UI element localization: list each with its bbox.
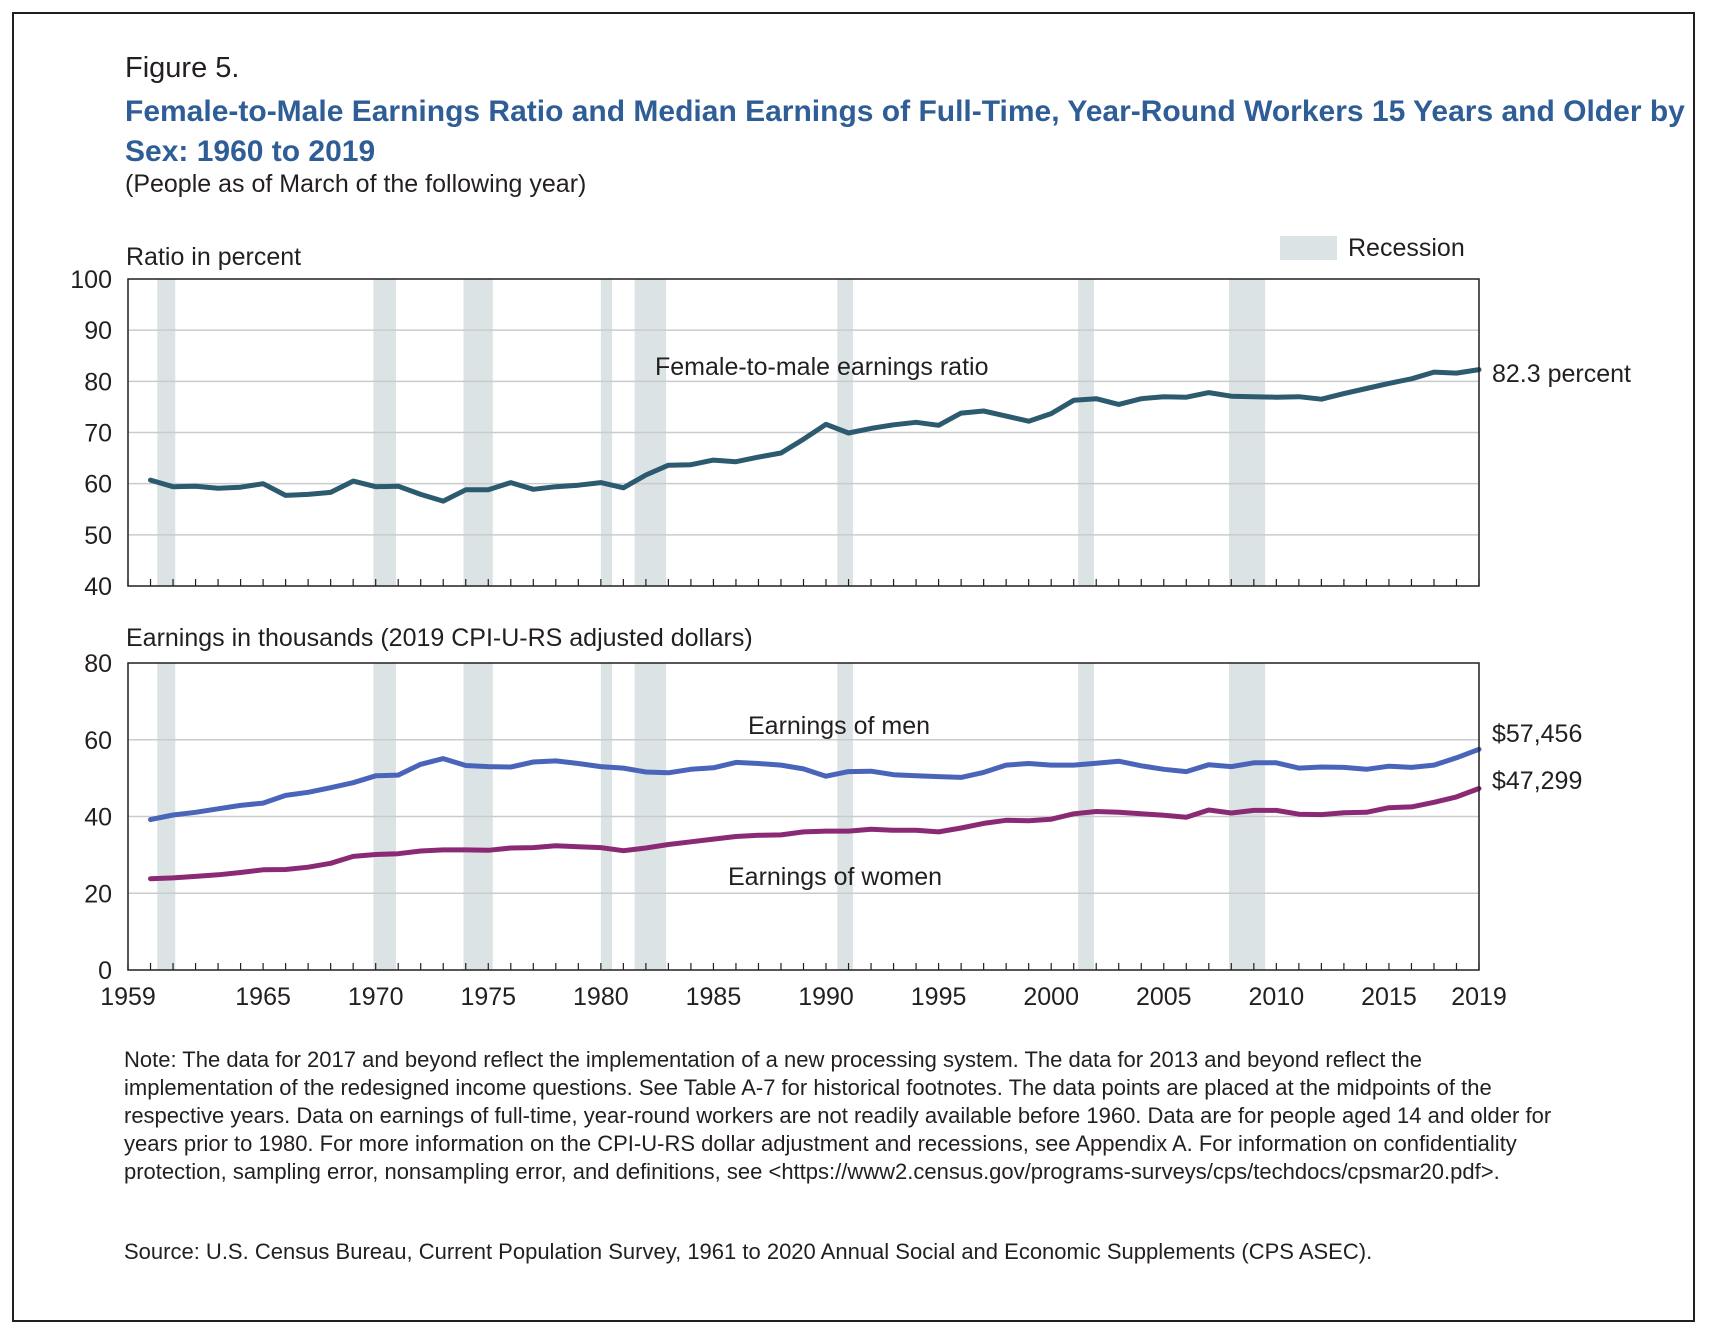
figure-source: Source: U.S. Census Bureau, Current Popu… (124, 1239, 1373, 1264)
x-tick-label: 1965 (235, 983, 291, 1011)
x-tick-label: 2005 (1136, 983, 1192, 1011)
ratio-end-label: 82.3 percent (1492, 360, 1631, 388)
x-tick-label: 1959 (100, 983, 156, 1011)
y-tick-label: 80 (84, 650, 112, 678)
ratio-series-label: Female-to-male earnings ratio (655, 353, 988, 381)
y-tick-label: 0 (98, 957, 112, 985)
x-tick-label: 2019 (1451, 983, 1507, 1011)
men-end-label: $57,456 (1492, 720, 1582, 748)
y-tick-label: 20 (84, 880, 112, 908)
figure-note: Note: The data for 2017 and beyond refle… (124, 1047, 1552, 1184)
earnings-plot-border (127, 662, 1480, 971)
ratio-axis-label: Ratio in percent (126, 243, 301, 271)
x-tick-label: 1995 (911, 983, 967, 1011)
x-tick-label: 1980 (573, 983, 629, 1011)
x-tick-label: 1985 (686, 983, 742, 1011)
x-tick-label: 2015 (1361, 983, 1417, 1011)
y-tick-label: 50 (84, 522, 112, 550)
women-series-label: Earnings of women (728, 863, 942, 891)
recession-legend: Recession (1280, 234, 1465, 262)
series-line (148, 367, 1482, 504)
men-series-label: Earnings of men (748, 712, 930, 740)
earnings-gridlines (127, 739, 1480, 970)
y-tick-label: 100 (70, 266, 112, 294)
recession-legend-label: Recession (1348, 234, 1465, 262)
y-tick-label: 40 (84, 804, 112, 832)
y-tick-label: 80 (84, 368, 112, 396)
y-tick-label: 60 (84, 471, 112, 499)
earnings-x-tick-labels: 1959 1965 1970 1975 1980 1985 1990 1995 2000 2005… (100, 983, 1507, 1011)
x-tick-label: 1970 (348, 983, 404, 1011)
ratio-plot-border (127, 278, 1480, 587)
recession-legend-swatch (1280, 236, 1337, 260)
earnings-axis-label: Earnings in thousands (2019 CPI-U-RS adj… (126, 624, 753, 652)
x-tick-label: 2000 (1023, 983, 1079, 1011)
figure-label: Figure 5. (125, 52, 240, 84)
y-tick-label: 40 (84, 573, 112, 601)
ratio-panel: Ratio in percent 40 50 60 70 80 90 100 Female-… (70, 243, 1631, 601)
chart-area: Recession Ratio in percent 40 50 60 70 80 90 1… (70, 234, 1631, 1011)
series-line (148, 746, 1482, 823)
x-tick-label: 2010 (1249, 983, 1305, 1011)
earnings-panel: Earnings in thousands (2019 CPI-U-RS adj… (84, 624, 1582, 1011)
y-tick-label: 90 (84, 317, 112, 345)
figure-frame (12, 12, 1695, 1322)
earnings-series (148, 746, 1482, 882)
y-tick-label: 70 (84, 420, 112, 448)
ratio-y-tick-labels: 40 50 60 70 80 90 100 (70, 266, 112, 601)
figure-title: Female-to-Male Earnings Ratio and Median… (125, 95, 1685, 168)
ratio-series (148, 367, 1482, 504)
y-tick-label: 60 (84, 727, 112, 755)
earnings-y-tick-labels: 0 20 40 60 80 (84, 650, 112, 985)
figure-subtitle: (People as of March of the following yea… (125, 170, 587, 198)
x-tick-label: 1990 (798, 983, 854, 1011)
x-tick-label: 1975 (460, 983, 516, 1011)
women-end-label: $47,299 (1492, 767, 1582, 795)
series-line (148, 786, 1482, 882)
